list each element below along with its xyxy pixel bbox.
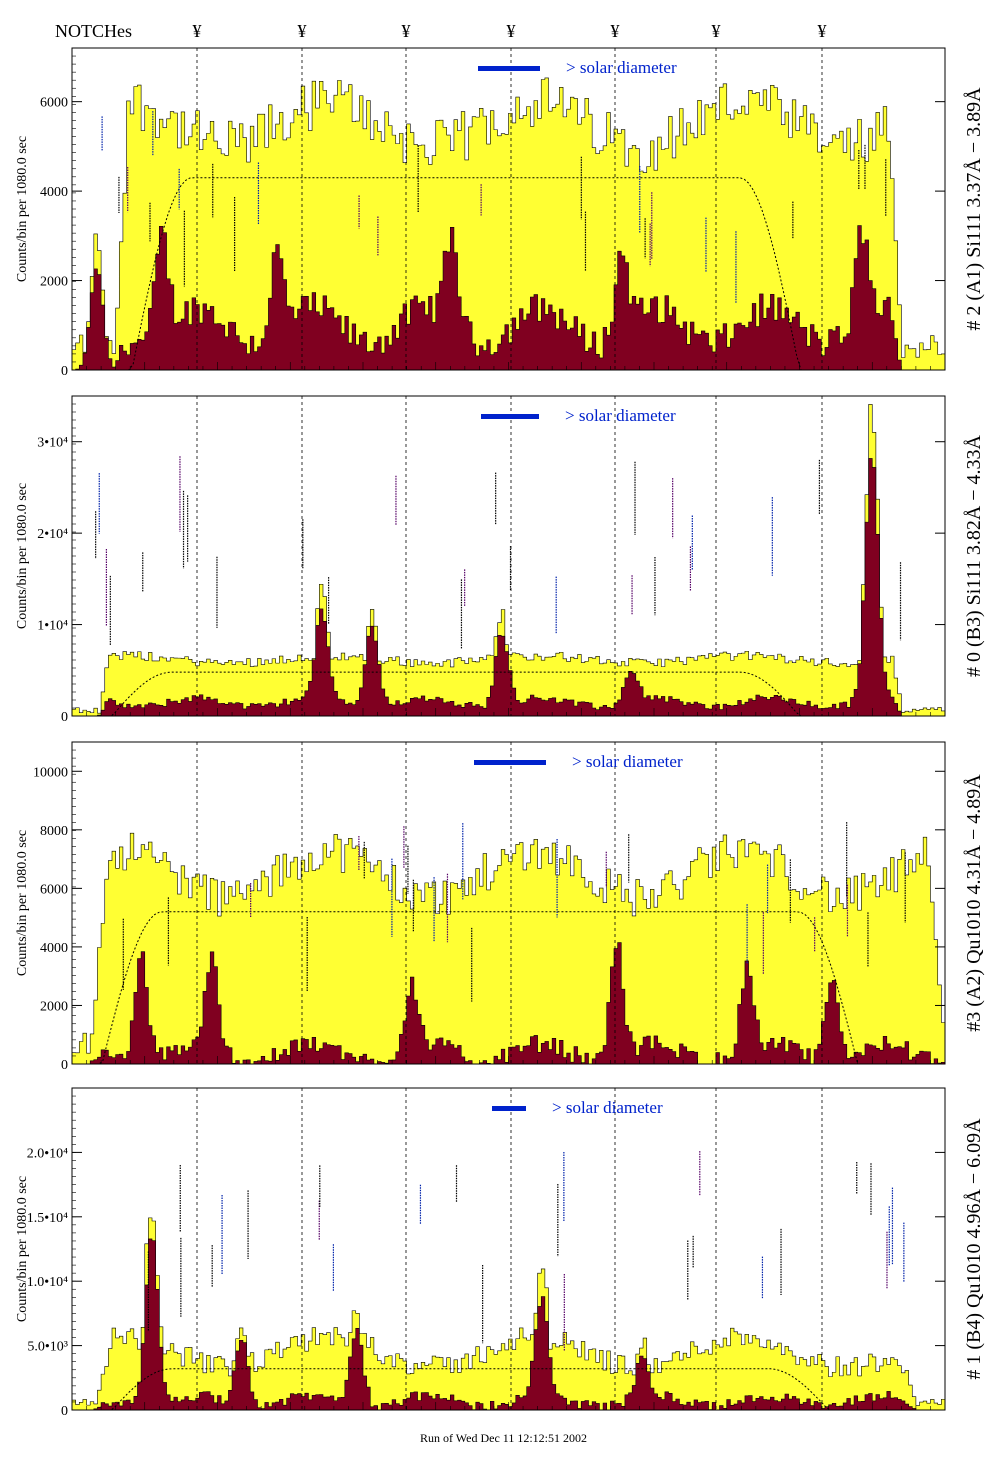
y-tick-label: 10000 xyxy=(33,765,68,780)
notch-marker: ¥ xyxy=(402,21,411,41)
legend-label: > solar diameter xyxy=(566,58,677,77)
notches-label: NOTCHes xyxy=(55,21,132,41)
legend-swatch xyxy=(481,414,539,419)
legend-swatch xyxy=(474,760,546,765)
signal-histogram xyxy=(71,225,945,371)
notch-marker: ¥ xyxy=(193,21,202,41)
y-tick-label: 8000 xyxy=(40,824,68,839)
total-counts-histogram xyxy=(71,77,946,371)
signal-histogram xyxy=(72,942,946,1065)
legend-label: > solar diameter xyxy=(565,406,676,425)
fit-curve xyxy=(72,671,945,717)
channel-label: #3 (A2) Qu1010 4.31Å − 4.89Å xyxy=(963,774,985,1032)
y-tick-label: 0 xyxy=(61,1058,68,1073)
fit-curve xyxy=(72,177,945,371)
fit-curve xyxy=(72,911,945,1065)
y-tick-label: 0 xyxy=(61,1404,68,1419)
chart-panel: 0 2000 4000 6000 Counts/bin per 1080.0 sec # … xyxy=(15,47,985,379)
y-tick-label: 1•10⁴ xyxy=(37,619,68,634)
y-tick-label: 3•10⁴ xyxy=(37,436,68,451)
legend-label: > solar diameter xyxy=(552,1098,663,1117)
y-axis-label: Counts/bin per 1080.0 sec xyxy=(15,1176,30,1322)
notch-marker: ¥ xyxy=(298,21,307,41)
notch-marker: ¥ xyxy=(507,21,516,41)
y-tick-label: 6000 xyxy=(40,882,68,897)
y-tick-label: 2000 xyxy=(40,999,68,1014)
y-tick-label: 4000 xyxy=(40,941,68,956)
notch-marker: ¥ xyxy=(818,21,827,41)
channel-label: # 1 (B4) Qu1010 4.96Å − 6.09Å xyxy=(963,1118,985,1380)
chart-panel: 0 1•10⁴ 2•10⁴ 3•10⁴ Counts/bin per 1080.0 se… xyxy=(15,395,985,725)
y-tick-label: 4000 xyxy=(40,185,68,200)
total-counts-histogram xyxy=(71,832,946,1065)
notch-marker: ¥ xyxy=(712,21,721,41)
signal-histogram xyxy=(72,458,945,717)
total-counts-histogram xyxy=(71,1217,946,1411)
y-axis-label: Counts/bin per 1080.0 sec xyxy=(15,136,30,282)
legend-swatch xyxy=(478,66,540,71)
y-tick-label: 1.5•10⁴ xyxy=(27,1211,68,1226)
notch-markers: ¥ ¥ ¥ ¥ ¥ ¥ ¥ xyxy=(193,21,827,41)
legend-label: > solar diameter xyxy=(572,752,683,771)
run-label: Run of Wed Dec 11 12:12:51 2002 xyxy=(420,1431,587,1445)
chart-panels: 0 2000 4000 6000 Counts/bin per 1080.0 sec # … xyxy=(15,47,985,1419)
y-tick-label: 1.0•10⁴ xyxy=(27,1275,68,1290)
y-tick-label: 0 xyxy=(61,364,68,379)
y-tick-label: 2000 xyxy=(40,275,68,290)
y-tick-label: 6000 xyxy=(40,96,68,111)
y-tick-label: 0 xyxy=(61,710,68,725)
y-axis-label: Counts/bin per 1080.0 sec xyxy=(15,830,30,976)
fit-curve xyxy=(72,1368,945,1411)
channel-label: # 0 (B3) Si111 3.82Å − 4.33Å xyxy=(963,434,985,677)
chart-panel: 0 2000 4000 6000 8000 10000 Counts/bin per 108… xyxy=(15,741,985,1073)
y-tick-label: 2.0•10⁴ xyxy=(27,1146,68,1161)
y-tick-label: 5.0•10³ xyxy=(27,1340,68,1355)
chart-panel: 0 5.0•10³ 1.0•10⁴ 1.5•10⁴ 2.0•10⁴ Counts/bin … xyxy=(15,1087,985,1419)
y-axis-label: Counts/bin per 1080.0 sec xyxy=(15,483,30,629)
y-tick-label: 2•10⁴ xyxy=(37,527,68,542)
legend-swatch xyxy=(492,1106,526,1111)
notch-marker: ¥ xyxy=(611,21,620,41)
channel-label: # 2 (A1) Si111 3.37Å − 3.89Å xyxy=(963,87,985,331)
